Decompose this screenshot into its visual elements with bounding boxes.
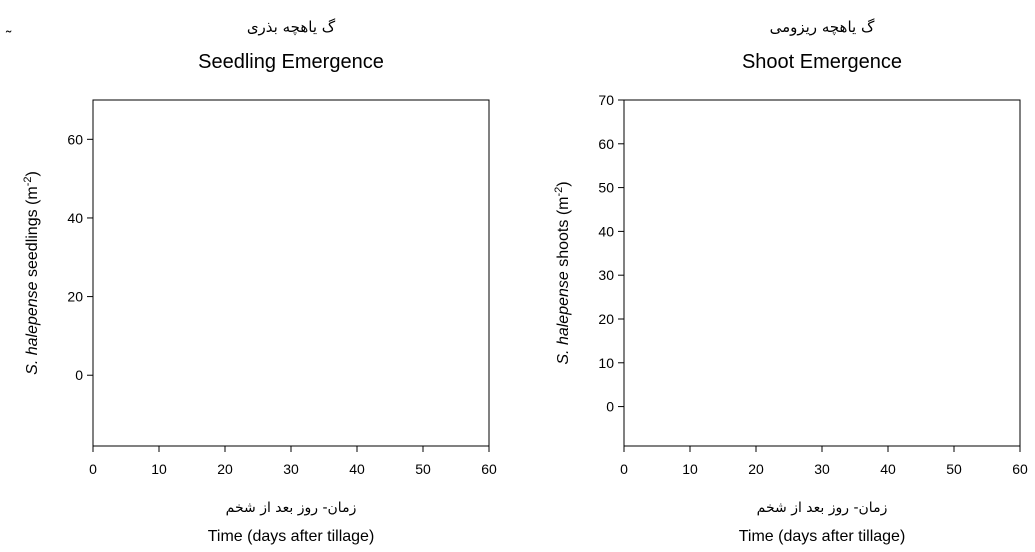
chart-1-ylabel: S. halepense shoots (m-2) [553,181,572,364]
chart-1-ytick-label: 0 [606,399,614,415]
chart-0-xtick-label: 50 [415,461,431,477]
chart-0-xtick-label: 60 [481,461,497,477]
chart-0-xtick-label: 40 [349,461,365,477]
chart-1-plot-frame [623,99,1021,447]
chart-0-ylabel: S. halepense seedlings (m-2) [22,171,41,375]
chart-0-ytick-label: 40 [67,210,83,226]
chart-1-xtick-label: 30 [814,461,830,477]
chart-0-subtitle: گ یاهچه بذری [247,18,336,36]
chart-1-title: Shoot Emergence [742,51,902,73]
chart-1-xlabel-persian: زمان- روز بعد از شخم [757,500,888,516]
chart-0-ytick-label: 0 [75,367,83,383]
chart-1-xtick-label: 60 [1012,461,1028,477]
chart-1-subtitle: گ یاهچه ریزومی [770,18,875,36]
chart-1-ytick-label: 20 [598,311,614,327]
chart-0-xlabel-persian: زمان- روز بعد از شخم [226,500,357,516]
chart-1-ytick-label: 70 [598,92,614,108]
chart-0-plot-frame [92,99,490,447]
chart-0-xlabel: Time (days after tillage) [208,528,375,545]
chart-1-ytick-label: 50 [598,180,614,196]
chart-0-xtick-label: 0 [89,461,97,477]
chart-1-xtick-label: 50 [946,461,962,477]
chart-0-xtick-label: 20 [217,461,233,477]
chart-1-xtick-label: 40 [880,461,896,477]
chart-1-xtick-label: 20 [748,461,764,477]
chart-1-xtick-label: 10 [682,461,698,477]
chart-0-ytick-label: 20 [67,289,83,305]
chart-0-title: Seedling Emergence [198,51,384,73]
chart-1-xlabel: Time (days after tillage) [739,528,906,545]
chart-0-xtick-label: 10 [151,461,167,477]
chart-1-xtick-label: 0 [620,461,628,477]
chart-1-ytick-label: 30 [598,267,614,283]
corner-mark: ˜ [6,29,12,46]
chart-0-ytick-label: 60 [67,131,83,147]
chart-0-xtick-label: 30 [283,461,299,477]
chart-1-ytick-label: 10 [598,355,614,371]
chart-1-ytick-label: 60 [598,136,614,152]
chart-1-ytick-label: 40 [598,223,614,239]
